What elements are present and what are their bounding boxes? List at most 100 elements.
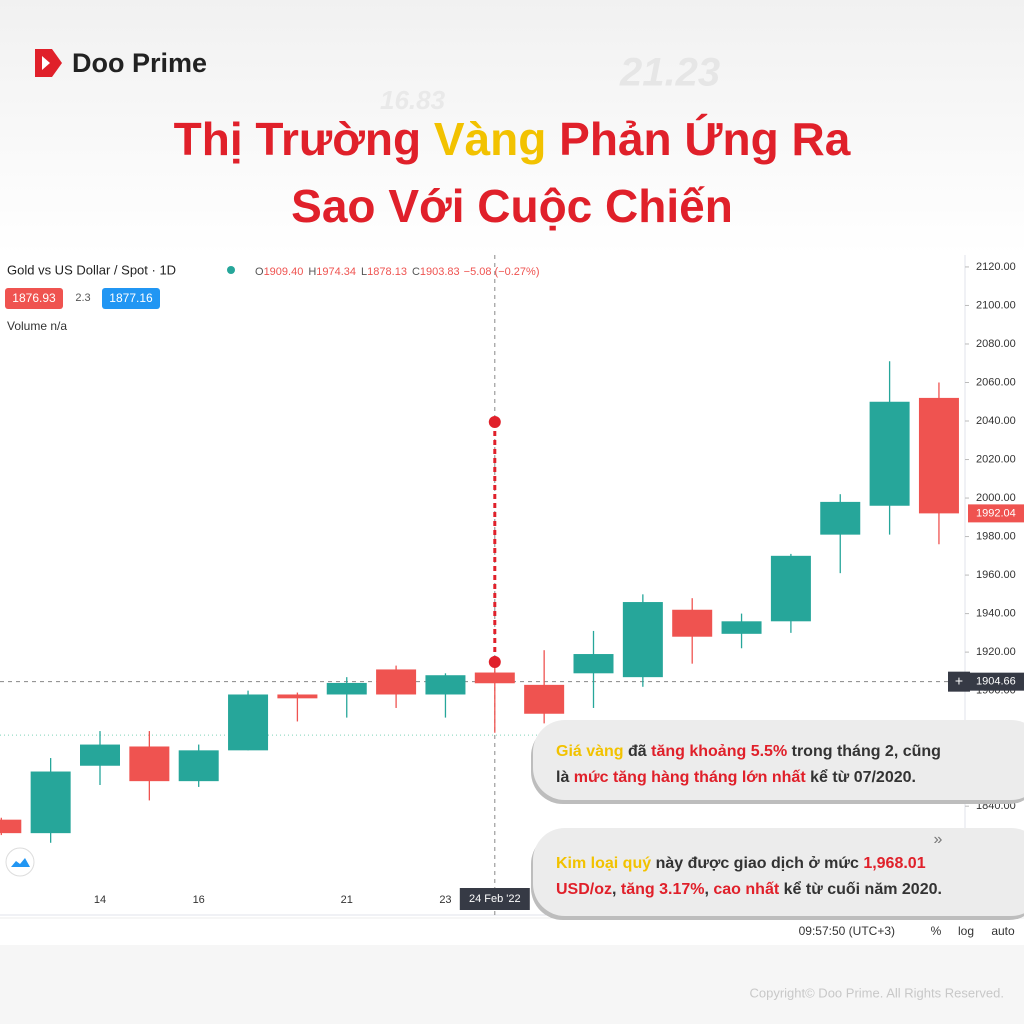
tv-logo-mark — [11, 858, 30, 867]
toolbar-log[interactable]: log — [958, 924, 974, 938]
text-segment: 1,968.01 — [863, 855, 925, 872]
text-segment: Giá vàng — [556, 743, 624, 760]
ask-box — [102, 288, 160, 309]
text-segment: này được giao dịch ở mức — [651, 855, 863, 872]
candle-body — [622, 602, 663, 678]
ask: 1877.16 — [109, 291, 153, 305]
toolbar-percent[interactable]: % — [931, 924, 942, 938]
text-segment: tăng 3.17% — [621, 881, 705, 898]
y-tick-label: 1980.00 — [976, 530, 1016, 542]
crosshair-date: 24 Feb '22 — [469, 893, 521, 905]
status-dot — [227, 266, 235, 274]
plot — [0, 255, 965, 915]
y-tick-label: 2080.00 — [976, 338, 1016, 350]
y-tick-label: 2060.00 — [976, 376, 1016, 388]
candle-body — [474, 672, 515, 684]
y-tick-label: 1960.00 — [976, 569, 1016, 581]
chart: 1820.001840.001860.001880.001900.001920.… — [0, 255, 1024, 938]
last-price-tag — [968, 504, 1024, 523]
candle-body — [918, 397, 959, 514]
text-segment: mức tăng hàng tháng lớn nhất — [574, 769, 807, 786]
last-price-tag-label: 1992.04 — [976, 507, 1016, 519]
text-segment: là — [556, 769, 574, 786]
header-background — [0, 0, 1024, 255]
ohlc-value: 1909.40 — [264, 266, 304, 278]
copyright: Copyright© Doo Prime. All Rights Reserve… — [749, 985, 1004, 1000]
text-segment: Phản Ứng Ra — [546, 113, 850, 165]
annotation-dot — [488, 656, 501, 668]
ohlc-key: H — [308, 266, 316, 278]
toolbar-auto[interactable]: auto — [991, 924, 1015, 938]
candle-body — [0, 819, 22, 834]
candle-body — [129, 746, 170, 782]
y-tick-label: 2040.00 — [976, 415, 1016, 427]
text-line: là mức tăng hàng tháng lớn nhất kể từ 07… — [556, 768, 916, 786]
candle-body — [770, 555, 811, 622]
text-line: Sao Với Cuộc Chiến — [291, 180, 733, 232]
x-tick-label: 23 — [439, 894, 451, 906]
candle-body — [869, 401, 910, 506]
ohlc-key: C — [412, 266, 420, 278]
watermark: 16.83 — [380, 85, 446, 115]
crosshair-plus-icon: + — [955, 672, 963, 688]
callout-box — [533, 720, 1024, 800]
candle-body — [80, 744, 120, 766]
text-segment: kể từ cuối năm 2020. — [779, 880, 942, 898]
change: −5.08 (−0.27%) — [464, 266, 540, 278]
footer-background — [0, 945, 1024, 1024]
text-segment: trong tháng 2, cũng — [787, 743, 941, 760]
candle-body — [425, 675, 466, 695]
ohlc-value: 1974.34 — [316, 266, 356, 278]
text-segment: cao nhất — [713, 881, 779, 898]
text-line: Kim loại quý này được giao dịch ở mức 1,… — [556, 855, 926, 872]
y-tick-label: 1920.00 — [976, 646, 1016, 658]
ohlc-value: 1878.13 — [367, 266, 407, 278]
text-segment: , — [704, 881, 713, 898]
candle-body — [721, 621, 762, 634]
x-tick-label: 14 — [94, 894, 106, 906]
y-tick-label: 2100.00 — [976, 299, 1016, 311]
time: 09:57:50 (UTC+3) — [799, 924, 895, 938]
candle-body — [228, 694, 269, 751]
bid-box — [5, 288, 63, 309]
ohlc-value: 1903.83 — [420, 266, 460, 278]
y-tick-label: 2000.00 — [976, 492, 1016, 504]
candle-body — [820, 501, 861, 535]
annotation-dot — [488, 416, 501, 428]
y-tick-label: 2020.00 — [976, 453, 1016, 465]
text-segment: Kim loại quý — [556, 855, 651, 872]
logo-icon — [35, 49, 62, 77]
text-segment: Sao Với Cuộc Chiến — [291, 180, 733, 232]
callout-box — [533, 828, 1024, 916]
candle-body — [326, 682, 367, 695]
callout-arrow: » — [934, 831, 943, 848]
text-line: Thị Trường Vàng Phản Ứng Ra — [174, 113, 851, 165]
bid: 1876.93 — [12, 291, 56, 305]
candle-body — [30, 771, 71, 834]
candle-body — [573, 654, 614, 674]
text-segment: USD/oz — [556, 881, 612, 898]
symbol: Gold vs US Dollar / Spot · 1D — [7, 262, 176, 277]
text-segment: Thị Trường — [174, 113, 434, 165]
text-segment: kể từ 07/2020. — [806, 768, 916, 786]
ohlc-key: L — [361, 266, 367, 278]
text-line: Giá vàng đã tăng khoảng 5.5% trong tháng… — [556, 743, 941, 760]
text-segment: Vàng — [434, 113, 546, 165]
candle-body — [376, 669, 417, 695]
x-tick-label: 16 — [193, 894, 205, 906]
candle-body — [277, 694, 318, 699]
volume: Volume n/a — [7, 319, 67, 333]
crosshair-date-tag — [459, 888, 530, 910]
x-tick-label: 21 — [341, 894, 353, 906]
crosshair-price-tag — [968, 672, 1024, 691]
candle-body — [178, 750, 219, 782]
crosshair-plus — [948, 671, 970, 692]
title: Thị Trường Vàng Phản Ứng Ra Sao Với Cuộc … — [174, 113, 851, 232]
candle-body — [524, 684, 565, 714]
y-tick-label: 1940.00 — [976, 608, 1016, 620]
spread: 2.3 — [75, 292, 90, 304]
candle-body — [672, 609, 713, 637]
ohlc-key: O — [255, 266, 264, 278]
text-segment: đã — [624, 743, 652, 760]
